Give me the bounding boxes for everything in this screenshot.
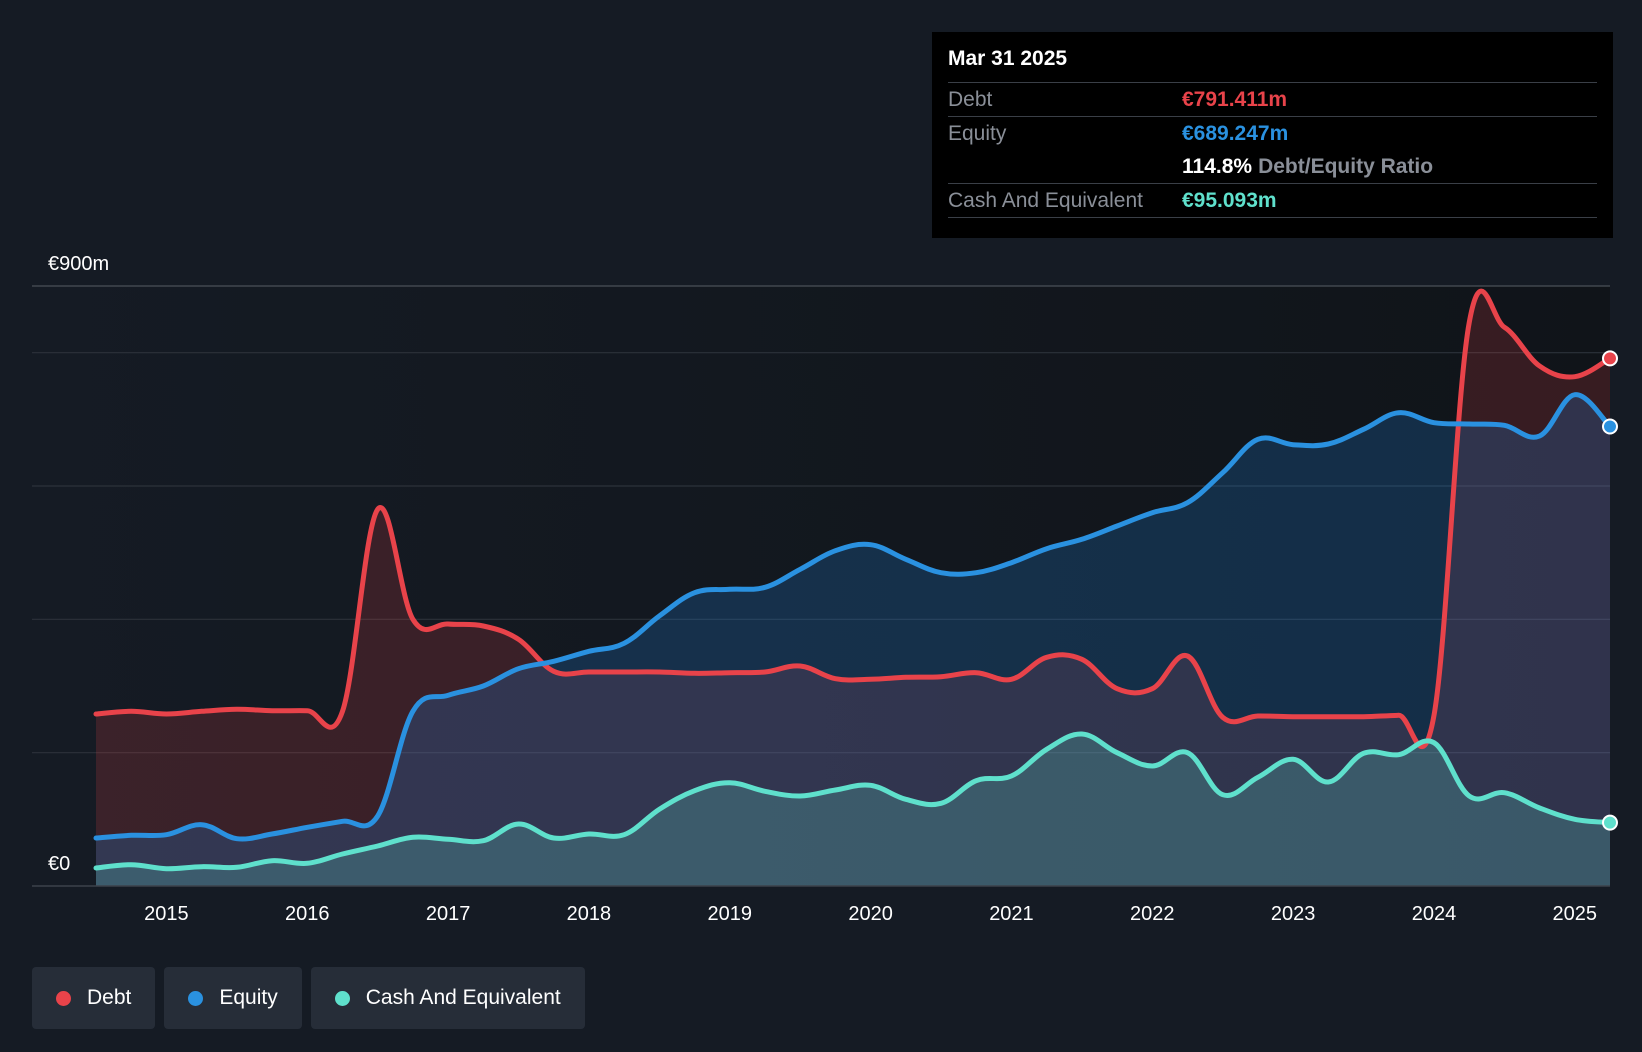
x-tick-label: 2025 <box>1553 903 1598 925</box>
tooltip-ratio-row: 114.8% Debt/Equity Ratio <box>948 150 1597 184</box>
tooltip-equity-row: Equity €689.247m <box>948 117 1597 150</box>
debt-endpoint-marker <box>1602 350 1618 367</box>
y-axis-bottom-label: €0 <box>48 853 70 875</box>
x-tick-label: 2016 <box>285 903 330 925</box>
series-lines <box>93 288 1613 872</box>
tooltip-panel: Mar 31 2025 Debt €791.411m Equity €689.2… <box>932 32 1613 238</box>
tooltip-debt-row: Debt €791.411m <box>948 83 1597 117</box>
legend: Debt Equity Cash And Equivalent <box>32 967 585 1029</box>
x-axis-ticks: 2015 2016 2017 2018 2019 2020 2021 2022 2023 2024… <box>144 903 1597 925</box>
series-areas <box>96 291 1610 886</box>
equity-line <box>93 392 1613 842</box>
debt-line <box>93 288 1613 750</box>
legend-equity-label: Equity <box>219 986 278 1009</box>
cash-line <box>93 731 1613 872</box>
x-tick-label: 2024 <box>1412 903 1457 925</box>
x-tick-label: 2017 <box>426 903 471 925</box>
tooltip-equity-label: Equity <box>948 122 1007 145</box>
x-tick-label: 2022 <box>1130 903 1175 925</box>
tooltip-date: Mar 31 2025 <box>948 44 1597 83</box>
series-endpoints <box>1602 350 1618 831</box>
plot-background <box>32 286 1610 886</box>
equity-dot-icon <box>188 990 204 1006</box>
legend-item-equity[interactable]: Equity <box>164 967 302 1029</box>
tooltip-cash-row: Cash And Equivalent €95.093m <box>948 184 1597 218</box>
tooltip-cash-label: Cash And Equivalent <box>948 189 1143 212</box>
equity-endpoint-marker <box>1602 418 1618 435</box>
x-tick-label: 2020 <box>848 903 893 925</box>
debt-dot-icon <box>56 990 71 1006</box>
legend-item-debt[interactable]: Debt <box>32 967 156 1029</box>
legend-item-cash[interactable]: Cash And Equivalent <box>310 967 585 1029</box>
x-tick-label: 2019 <box>708 903 753 925</box>
equity-area <box>96 394 1610 886</box>
x-tick-label: 2023 <box>1271 903 1316 925</box>
y-axis-top-label: €900m <box>48 253 109 275</box>
tooltip-debt-value: €791.411m <box>1182 88 1288 111</box>
tooltip-cash-value: €95.093m <box>1182 189 1277 212</box>
legend-debt-label: Debt <box>87 986 132 1009</box>
cash-endpoint-marker <box>1602 814 1618 831</box>
cash-dot-icon <box>334 990 350 1006</box>
tooltip-debt-label: Debt <box>948 88 993 111</box>
x-tick-label: 2021 <box>989 903 1034 925</box>
cash-area <box>96 733 1610 886</box>
x-tick-label: 2018 <box>567 903 612 925</box>
x-tick-label: 2015 <box>144 903 189 925</box>
legend-cash-label: Cash And Equivalent <box>365 986 561 1009</box>
tooltip-ratio-value: 114.8% <box>1182 155 1253 178</box>
tooltip-equity-value: €689.247m <box>1182 122 1289 145</box>
tooltip-ratio-label: Debt/Equity Ratio <box>1258 155 1434 178</box>
gridlines <box>32 285 1610 754</box>
debt-area <box>96 291 1610 886</box>
